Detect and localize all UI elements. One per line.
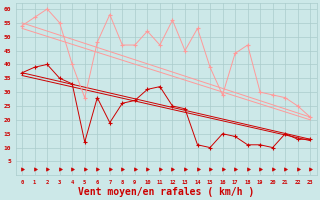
X-axis label: Vent moyen/en rafales ( km/h ): Vent moyen/en rafales ( km/h ) <box>78 187 254 197</box>
